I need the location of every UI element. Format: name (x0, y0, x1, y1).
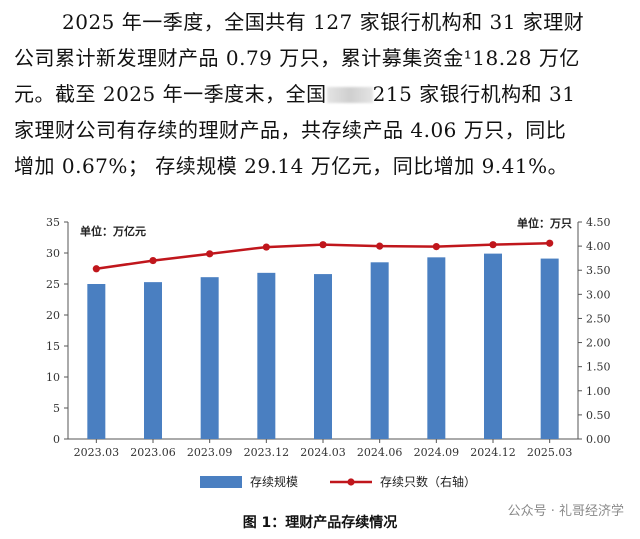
left-tick-label: 30 (46, 247, 60, 260)
bar (427, 257, 446, 439)
bar (484, 253, 502, 439)
right-tick-label: 1.50 (586, 361, 611, 374)
bar-series (87, 253, 559, 439)
bar (257, 272, 276, 439)
paragraph-line-part: 元。截至 2025 年一季度末，全国 (14, 82, 327, 106)
right-tick-label: 2.50 (586, 312, 611, 325)
bar (540, 258, 559, 439)
x-tick-label: 2024.06 (357, 446, 403, 459)
figure-caption: 图 1：理财产品存续情况 (242, 515, 398, 531)
line-point (92, 265, 100, 273)
left-tick-label: 25 (46, 278, 60, 291)
chart: 0 5 10 15 20 25 30 35 0.00 0.50 1.00 1.50 2.00 2.50 3.… (46, 216, 611, 489)
line-point (206, 250, 214, 258)
x-tick-label: 2023.09 (187, 446, 233, 459)
bar (87, 284, 106, 439)
x-tick-label: 2023.06 (130, 446, 176, 459)
paragraph-line: 家理财公司有存续的理财产品，共存续产品 4.06 万只，同比 (14, 118, 567, 142)
legend: 存续规模 存续只数（右轴） (200, 474, 476, 489)
paragraph-line-part: 215 家银行机构和 31 (372, 82, 576, 106)
legend-line-marker (347, 478, 355, 486)
watermark: 公众号 · 礼哥经济学 (507, 504, 624, 519)
right-tick-label: 3.50 (586, 264, 611, 277)
left-tick-label: 15 (46, 340, 60, 353)
x-tick-label: 2024.09 (414, 446, 460, 459)
paragraph-line: 公司累计新发理财产品 0.79 万只，累计募集资金¹18.28 万亿 (14, 46, 580, 70)
legend-bar-swatch (200, 476, 242, 488)
right-tick-label: 2.00 (586, 337, 611, 350)
left-tick-label: 10 (46, 371, 60, 384)
line-point (319, 241, 327, 249)
right-tick-label: 0.00 (586, 433, 611, 446)
line-point (149, 256, 157, 265)
line-point (546, 239, 554, 247)
paragraph-line: 2025 年一季度，全国共有 127 家银行机构和 31 家理财 (62, 10, 585, 34)
redaction-mask (326, 87, 373, 103)
line-point (376, 242, 384, 250)
chart-labels: 0 5 10 15 20 25 30 35 0.00 0.50 1.00 1.50 2.00 2.50 3.… (46, 216, 611, 459)
line-point (432, 242, 440, 251)
x-tick-label: 2024.12 (470, 446, 516, 459)
left-tick-label: 5 (53, 402, 60, 415)
right-tick-label: 4.00 (586, 240, 611, 253)
paragraph-line: 元。截至 2025 年一季度末，全国 215 家银行机构和 31 (14, 78, 575, 107)
bar (314, 274, 332, 439)
bar (370, 262, 389, 439)
right-unit-label: 单位：万只 (517, 216, 572, 230)
legend-line-label: 存续只数（右轴） (380, 474, 476, 489)
left-tick-label: 20 (46, 309, 60, 322)
right-tick-label: 3.00 (586, 288, 611, 301)
paragraph-line: 增加 0.67%； 存续规模 29.14 万亿元，同比增加 9.41%。 (14, 154, 569, 178)
x-tick-label: 2023.03 (74, 446, 120, 459)
bar (200, 277, 219, 439)
x-tick-label: 2025.03 (527, 446, 573, 459)
right-tick-label: 1.00 (586, 385, 611, 398)
left-unit-label: 单位：万亿元 (80, 224, 146, 238)
legend-bar-label: 存续规模 (250, 474, 298, 489)
left-tick-label: 0 (53, 433, 60, 446)
left-tick-label: 35 (46, 216, 60, 229)
right-tick-label: 4.50 (586, 216, 611, 229)
bar (144, 282, 162, 439)
line-point (262, 243, 270, 251)
x-tick-label: 2024.03 (300, 446, 346, 459)
line-point (489, 241, 497, 249)
x-tick-label: 2023.12 (244, 446, 290, 459)
line-series (92, 239, 554, 273)
right-tick-label: 0.50 (586, 409, 611, 422)
